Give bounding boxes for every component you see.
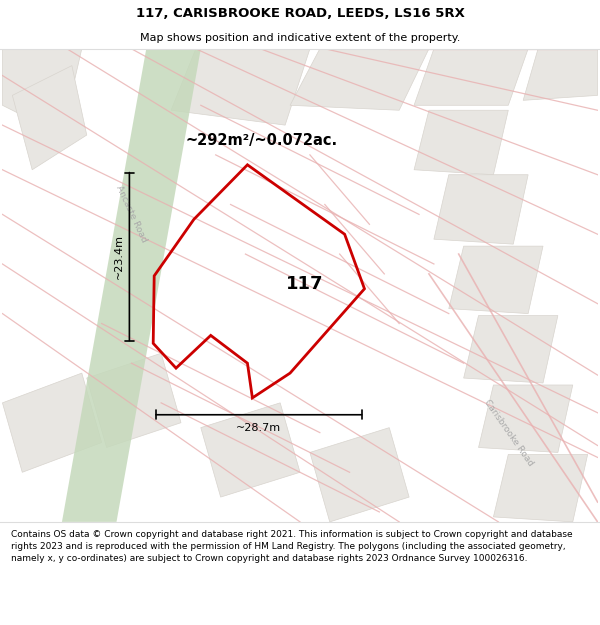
Text: Ancaste Road: Ancaste Road [114,184,149,244]
Polygon shape [290,49,429,110]
Polygon shape [62,49,201,522]
Text: Contains OS data © Crown copyright and database right 2021. This information is : Contains OS data © Crown copyright and d… [11,530,572,562]
Text: 117, CARISBROOKE ROAD, LEEDS, LS16 5RX: 117, CARISBROOKE ROAD, LEEDS, LS16 5RX [136,7,464,20]
Polygon shape [87,353,181,447]
Polygon shape [2,49,82,135]
Polygon shape [201,403,300,497]
Polygon shape [464,316,558,383]
Polygon shape [2,373,101,472]
Polygon shape [434,175,528,244]
Text: Map shows position and indicative extent of the property.: Map shows position and indicative extent… [140,33,460,43]
Polygon shape [493,454,587,522]
Polygon shape [310,428,409,522]
Polygon shape [13,66,87,170]
Polygon shape [171,49,310,125]
Text: Carisbrooke Road: Carisbrooke Road [482,398,535,468]
Polygon shape [414,110,508,175]
Text: 117: 117 [286,275,324,293]
Polygon shape [449,246,543,314]
Polygon shape [523,49,598,101]
Text: ~292m²/~0.072ac.: ~292m²/~0.072ac. [186,132,338,148]
Text: ~28.7m: ~28.7m [236,422,281,432]
Text: ~23.4m: ~23.4m [113,234,124,279]
Polygon shape [414,49,528,105]
Polygon shape [479,385,573,452]
